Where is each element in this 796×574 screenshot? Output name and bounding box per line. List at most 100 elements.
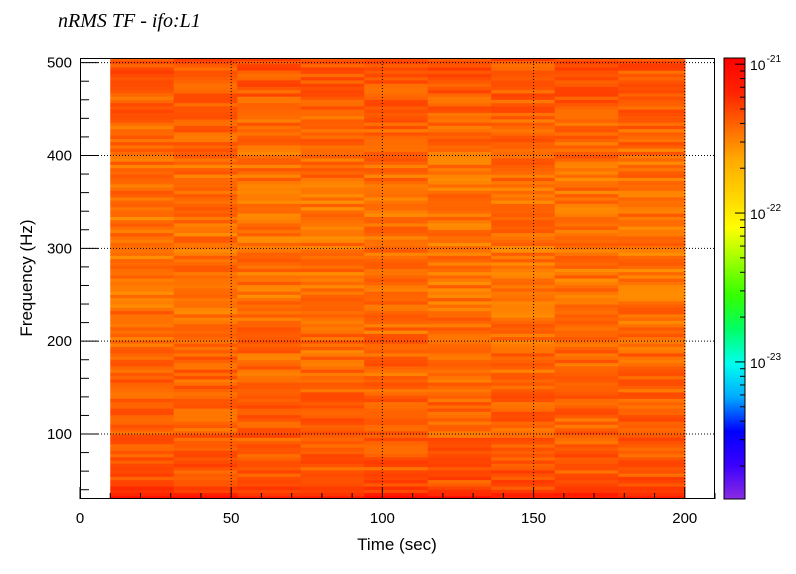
heatmap-cell <box>491 70 556 74</box>
heatmap-cell <box>554 401 619 406</box>
heatmap-cell <box>554 144 619 149</box>
heatmap-cell <box>110 161 175 165</box>
heatmap-cell <box>364 144 429 149</box>
heatmap-cell <box>491 492 556 497</box>
heatmap-cell <box>364 216 429 221</box>
heatmap-cell <box>491 460 556 464</box>
heatmap-cell <box>364 161 429 165</box>
heatmap-cell <box>173 486 238 490</box>
heatmap-cell <box>237 203 302 208</box>
heatmap-cell <box>554 300 619 305</box>
heatmap-cell <box>173 274 238 279</box>
heatmap-cell <box>300 261 365 266</box>
heatmap-cell <box>491 352 556 357</box>
heatmap-cell <box>618 154 686 159</box>
heatmap-cell <box>554 486 619 490</box>
heatmap-cell <box>173 213 238 217</box>
heatmap-cell <box>300 258 365 263</box>
heatmap-cell <box>364 430 429 435</box>
heatmap-cell <box>618 356 686 360</box>
heatmap-cell <box>300 115 365 120</box>
heatmap-cell <box>554 489 619 494</box>
heatmap-cell <box>364 222 429 227</box>
heatmap-cell <box>237 58 302 61</box>
heatmap-cell <box>110 473 175 477</box>
heatmap-cell <box>173 141 238 146</box>
heatmap-cell <box>491 138 556 143</box>
heatmap-cell <box>618 443 686 448</box>
heatmap-cell <box>110 440 175 445</box>
heatmap-cell <box>300 63 365 68</box>
heatmap-cell <box>364 125 429 130</box>
heatmap-cell <box>110 83 175 87</box>
heatmap-cell <box>618 118 686 123</box>
heatmap-cell <box>427 287 492 292</box>
heatmap-cell <box>427 434 492 438</box>
heatmap-cell <box>110 248 175 253</box>
heatmap-cell <box>364 417 429 422</box>
heatmap-cell <box>618 421 686 425</box>
heatmap-cell <box>300 229 365 234</box>
heatmap-cell <box>237 421 302 425</box>
heatmap-cell <box>554 109 619 113</box>
heatmap-cell <box>554 287 619 292</box>
heatmap-cell <box>364 258 429 263</box>
heatmap-cell <box>173 154 238 159</box>
heatmap-cell <box>364 443 429 448</box>
heatmap-cell <box>110 102 175 107</box>
heatmap-cell <box>554 265 619 269</box>
heatmap-cell <box>427 404 492 409</box>
y-tick-label: 100 <box>47 426 72 443</box>
heatmap-cell <box>554 232 619 237</box>
heatmap-cell <box>237 252 302 256</box>
y-axis: 100 200 300 400 500 <box>47 55 98 491</box>
heatmap-cell <box>173 463 238 468</box>
heatmap-cell <box>237 456 302 461</box>
heatmap-cell <box>491 193 556 198</box>
heatmap-cell <box>300 382 365 386</box>
heatmap-cell <box>237 128 302 133</box>
heatmap-cell <box>491 274 556 279</box>
heatmap-cell <box>300 414 365 419</box>
heatmap-cell <box>364 294 429 299</box>
heatmap-cell <box>618 453 686 458</box>
heatmap-cell <box>300 365 365 370</box>
heatmap-cell <box>364 167 429 172</box>
heatmap-cell <box>173 183 238 188</box>
heatmap-cell <box>110 476 175 481</box>
heatmap-cell <box>173 180 238 185</box>
heatmap-cell <box>110 356 175 360</box>
heatmap-cell <box>364 164 429 169</box>
heatmap-cell <box>427 453 492 458</box>
heatmap-cell <box>110 235 175 240</box>
heatmap-cell <box>491 469 556 474</box>
heatmap-cell <box>364 346 429 351</box>
heatmap-cell <box>110 333 175 338</box>
heatmap-cell <box>364 151 429 156</box>
heatmap-cell <box>554 411 619 416</box>
heatmap-cell <box>364 92 429 97</box>
heatmap-cell <box>554 294 619 299</box>
heatmap-cell <box>618 229 686 234</box>
heatmap-cell <box>364 447 429 451</box>
heatmap-cell <box>364 252 429 256</box>
heatmap-cell <box>237 343 302 347</box>
heatmap-cell <box>554 395 619 399</box>
heatmap-cell <box>554 112 619 117</box>
heatmap-cell <box>237 232 302 237</box>
heatmap-cell <box>491 404 556 409</box>
heatmap-cell <box>237 463 302 468</box>
heatmap-cell <box>554 255 619 260</box>
heatmap-cell <box>491 248 556 253</box>
heatmap-cell <box>364 154 429 159</box>
heatmap-cell <box>491 99 556 104</box>
heatmap-cell <box>364 489 429 494</box>
heatmap-cell <box>173 105 238 110</box>
heatmap-cell <box>364 261 429 266</box>
heatmap-cell <box>427 261 492 266</box>
heatmap-cell <box>427 466 492 471</box>
heatmap-cell <box>173 144 238 149</box>
heatmap-cell <box>491 398 556 403</box>
heatmap-cell <box>491 408 556 412</box>
heatmap-cell <box>618 391 686 396</box>
